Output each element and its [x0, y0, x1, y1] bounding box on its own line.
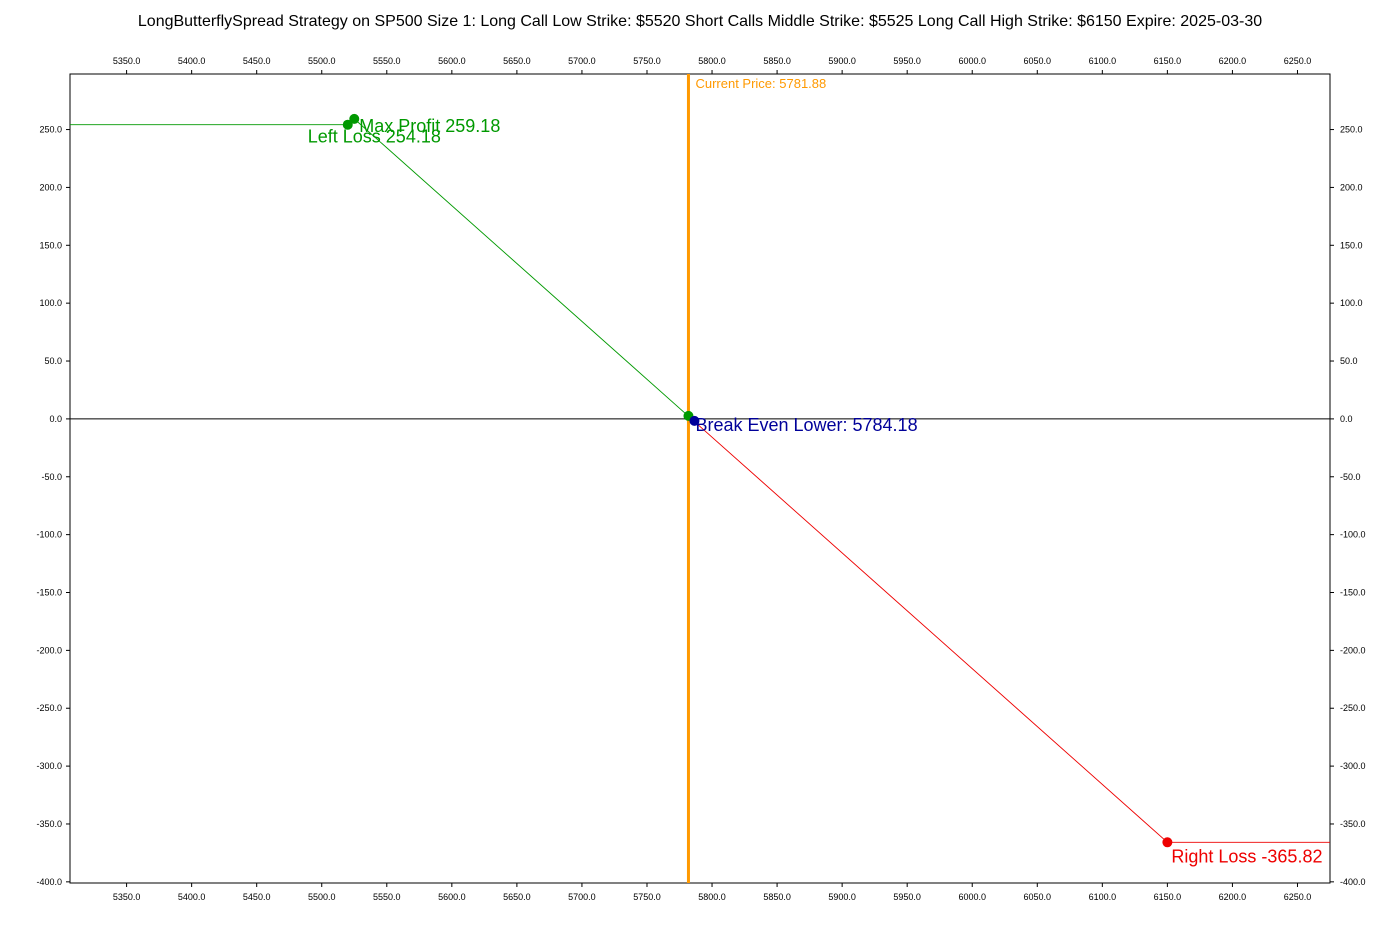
right-loss-label: Right Loss -365.82: [1171, 846, 1322, 866]
y-tick-label-left: -200.0: [36, 645, 62, 655]
y-tick-label-left: -150.0: [36, 588, 62, 598]
payoff-line-2: [691, 418, 1330, 843]
x-tick-label-bottom: 5400.0: [178, 892, 206, 902]
current-price-label: Current Price: 5781.88: [695, 76, 826, 91]
x-tick-label-bottom: 6050.0: [1024, 892, 1052, 902]
x-tick-label-top: 5450.0: [243, 56, 271, 66]
plot-frame: [69, 73, 1331, 884]
x-tick-label-bottom: 6250.0: [1284, 892, 1312, 902]
y-tick-label-left: 100.0: [39, 298, 62, 308]
x-tick-label-top: 5800.0: [698, 56, 726, 66]
x-tick-label-top: 5600.0: [438, 56, 466, 66]
chart-title: LongButterflySpread Strategy on SP500 Si…: [137, 13, 1263, 30]
y-tick-label-right: -250.0: [1340, 703, 1366, 713]
left-loss-marker: [342, 119, 353, 130]
y-tick-label-left: 200.0: [39, 182, 62, 192]
x-tick-label-top: 5550.0: [373, 56, 401, 66]
x-tick-label-top: 5350.0: [113, 56, 141, 66]
x-tick-label-bottom: 5500.0: [308, 892, 336, 902]
x-tick-label-bottom: 5450.0: [243, 892, 271, 902]
x-tick-label-top: 6200.0: [1219, 56, 1247, 66]
x-tick-label-top: 6150.0: [1154, 56, 1182, 66]
x-tick-label-bottom: 5900.0: [828, 892, 856, 902]
break-even-label: Break Even Lower: 5784.18: [695, 415, 917, 435]
y-tick-label-left: -400.0: [36, 877, 62, 887]
max-profit-marker: [349, 113, 360, 124]
y-tick-label-left: -350.0: [36, 819, 62, 829]
y-tick-label-right: 50.0: [1340, 356, 1358, 366]
y-tick-label-left: -250.0: [36, 703, 62, 713]
x-tick-label-bottom: 5750.0: [633, 892, 661, 902]
x-tick-label-bottom: 5650.0: [503, 892, 531, 902]
x-tick-label-bottom: 6200.0: [1219, 892, 1247, 902]
right-loss-marker: [1162, 837, 1173, 848]
x-tick-label-top: 5900.0: [828, 56, 856, 66]
y-tick-label-right: 0.0: [1340, 414, 1353, 424]
x-tick-label-top: 6050.0: [1024, 56, 1052, 66]
y-tick-label-right: 150.0: [1340, 240, 1363, 250]
x-tick-label-bottom: 5950.0: [893, 892, 921, 902]
y-tick-label-right: -200.0: [1340, 645, 1366, 655]
x-tick-label-top: 5500.0: [308, 56, 336, 66]
x-tick-label-top: 5650.0: [503, 56, 531, 66]
x-tick-label-top: 5750.0: [633, 56, 661, 66]
y-tick-label-right: -150.0: [1340, 588, 1366, 598]
y-tick-label-left: -100.0: [36, 530, 62, 540]
break-even-marker: [689, 415, 700, 426]
x-tick-label-top: 6000.0: [958, 56, 986, 66]
x-tick-label-bottom: 5700.0: [568, 892, 596, 902]
x-tick-label-top: 5400.0: [178, 56, 206, 66]
y-tick-label-left: 250.0: [39, 125, 62, 135]
x-tick-label-top: 5950.0: [893, 56, 921, 66]
y-tick-label-left: -300.0: [36, 761, 62, 771]
y-tick-label-right: -400.0: [1340, 877, 1366, 887]
y-tick-label-left: 0.0: [49, 414, 62, 424]
x-tick-label-bottom: 5850.0: [763, 892, 791, 902]
y-tick-label-right: -100.0: [1340, 530, 1366, 540]
x-tick-label-bottom: 6150.0: [1154, 892, 1182, 902]
y-tick-label-right: 200.0: [1340, 182, 1363, 192]
y-tick-label-left: 150.0: [39, 240, 62, 250]
left-loss-label: Left Loss 254.18: [308, 127, 441, 147]
x-tick-label-top: 6250.0: [1284, 56, 1312, 66]
y-tick-label-right: 100.0: [1340, 298, 1363, 308]
y-tick-label-right: -50.0: [1340, 472, 1361, 482]
x-tick-label-bottom: 5350.0: [113, 892, 141, 902]
x-tick-label-top: 6100.0: [1089, 56, 1117, 66]
y-tick-label-right: 250.0: [1340, 125, 1363, 135]
x-tick-label-top: 5850.0: [763, 56, 791, 66]
y-tick-label-left: -50.0: [41, 472, 62, 482]
x-tick-label-bottom: 6100.0: [1089, 892, 1117, 902]
x-tick-label-bottom: 5600.0: [438, 892, 466, 902]
x-tick-label-top: 5700.0: [568, 56, 596, 66]
y-tick-label-right: -350.0: [1340, 819, 1366, 829]
x-tick-label-bottom: 5800.0: [698, 892, 726, 902]
x-tick-label-bottom: 6000.0: [958, 892, 986, 902]
y-tick-label-left: 50.0: [44, 356, 62, 366]
y-tick-label-right: -300.0: [1340, 761, 1366, 771]
max-profit-label: Max Profit 259.18: [359, 116, 500, 136]
x-tick-label-bottom: 5550.0: [373, 892, 401, 902]
payoff-line-1: [70, 118, 692, 420]
